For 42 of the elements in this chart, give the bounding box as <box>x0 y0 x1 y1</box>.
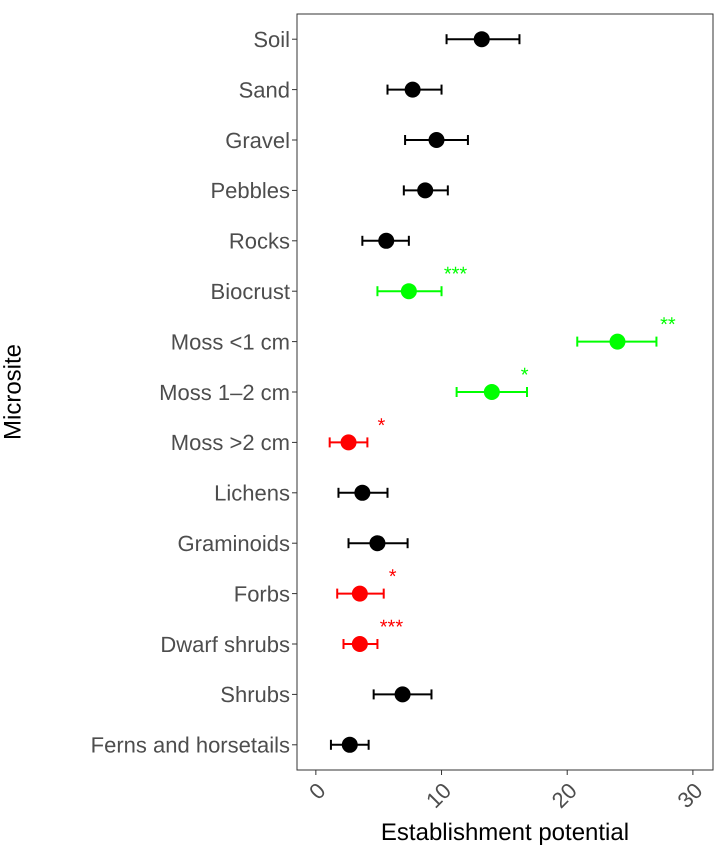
y-tick-label: Ferns and horsetails <box>90 732 290 758</box>
y-tick-label: Soil <box>253 27 290 52</box>
x-tick-label: 10 <box>421 778 456 813</box>
point <box>428 132 445 148</box>
point <box>354 484 370 501</box>
point <box>484 384 500 400</box>
annotation: *** <box>380 616 404 638</box>
point <box>609 334 626 350</box>
annotation: *** <box>444 264 468 286</box>
point <box>342 736 358 753</box>
y-tick-label: Lichens <box>214 480 290 506</box>
point <box>404 82 421 98</box>
y-tick-label: Moss >2 cm <box>170 430 290 456</box>
y-tick-label: Pebbles <box>210 178 290 204</box>
point <box>369 535 386 552</box>
x-tick-label: 0 <box>304 778 330 804</box>
y-tick-label: Moss 1–2 cm <box>159 380 290 405</box>
y-tick-label: Gravel <box>225 128 290 153</box>
y-tick-label: Forbs <box>234 581 290 606</box>
point <box>340 434 357 450</box>
point <box>417 182 434 198</box>
y-tick-label: Dwarf shrubs <box>160 632 290 657</box>
y-tick-label: Moss <1 cm <box>170 329 290 354</box>
point <box>400 283 417 300</box>
y-tick-label: Shrubs <box>220 682 290 708</box>
x-axis-title: Establishment potential <box>380 819 630 846</box>
point <box>352 586 368 602</box>
y-tick-label: Graminoids <box>178 531 290 556</box>
annotation: * <box>520 364 529 386</box>
x-tick-label: 30 <box>672 778 708 813</box>
point <box>378 232 394 249</box>
point <box>352 636 368 652</box>
annotation: * <box>388 566 397 588</box>
point <box>394 686 411 702</box>
x-tick-label: 20 <box>546 778 582 813</box>
y-tick-label: Sand <box>238 77 290 102</box>
y-tick-label: Biocrust <box>210 279 290 304</box>
point <box>474 31 490 48</box>
y-tick-label: Rocks <box>228 228 290 254</box>
y-axis-title: Microsite <box>0 344 27 440</box>
annotation: ** <box>660 314 676 336</box>
annotation: * <box>377 414 386 437</box>
